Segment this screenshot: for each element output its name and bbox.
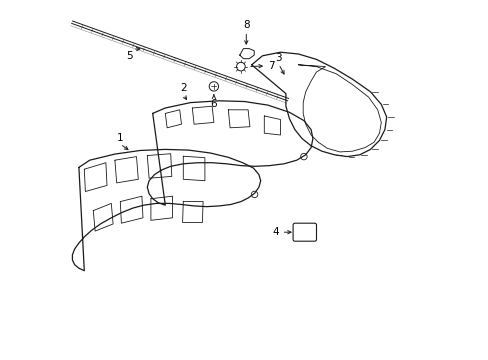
Text: 4: 4 bbox=[271, 227, 278, 237]
Text: 8: 8 bbox=[243, 20, 249, 30]
Text: 5: 5 bbox=[126, 51, 132, 61]
Text: 2: 2 bbox=[180, 83, 186, 93]
Text: 1: 1 bbox=[117, 132, 123, 143]
Text: 3: 3 bbox=[275, 53, 282, 63]
Text: 6: 6 bbox=[210, 99, 217, 109]
Text: 7: 7 bbox=[267, 61, 274, 71]
